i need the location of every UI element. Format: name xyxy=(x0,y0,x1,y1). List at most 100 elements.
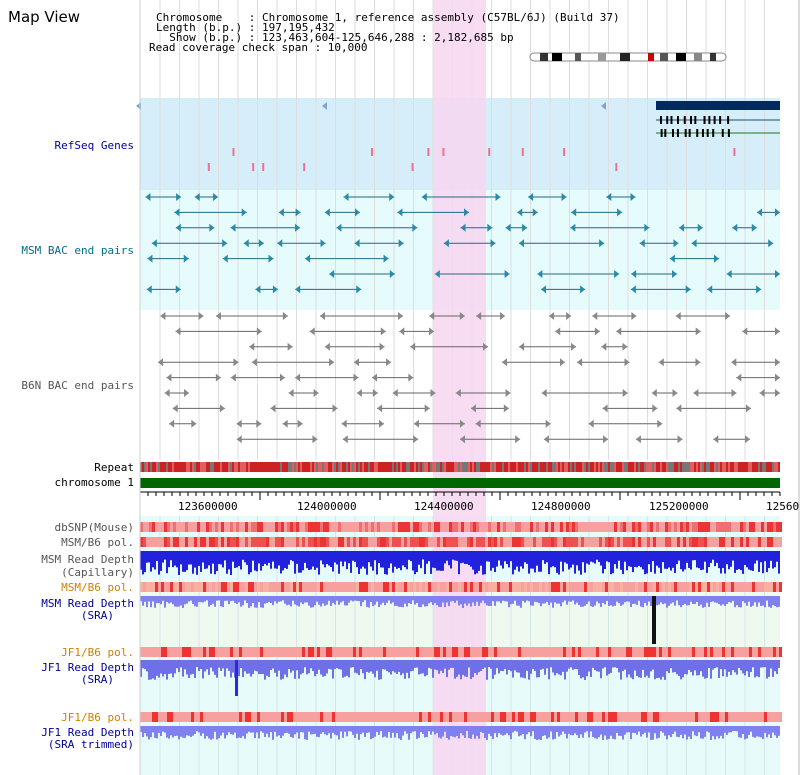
read-depth-bar xyxy=(676,551,678,565)
repeat-segment xyxy=(640,462,642,472)
repeat-segment xyxy=(250,462,252,472)
repeat-segment xyxy=(288,462,290,472)
polymorphism-cell xyxy=(530,522,533,532)
polymorphism-cell xyxy=(290,647,293,657)
read-depth-bar xyxy=(582,596,584,607)
polymorphism-cell xyxy=(722,522,725,532)
track-label-chromosome[interactable]: chromosome 1 xyxy=(54,476,134,489)
track-label-msm-bac[interactable]: MSM BAC end pairs xyxy=(21,244,134,257)
polymorphism-cell xyxy=(260,522,263,532)
read-depth-bar xyxy=(548,660,550,680)
polymorphism-cell xyxy=(167,537,170,547)
bac-end xyxy=(272,285,278,294)
read-depth-bar xyxy=(740,596,742,608)
read-depth-bar xyxy=(546,726,548,739)
repeat-segment xyxy=(412,462,414,472)
read-depth-bar xyxy=(232,596,234,601)
read-depth-bar xyxy=(300,551,302,573)
read-depth-bar xyxy=(486,596,488,606)
polymorphism-cell xyxy=(344,522,347,532)
polymorphism-cell xyxy=(431,537,434,547)
polymorphism-cell xyxy=(344,582,347,592)
polymorphism-cell xyxy=(521,522,524,532)
read-depth-bar xyxy=(150,660,152,680)
read-depth-bar xyxy=(724,551,726,574)
repeat-segment xyxy=(560,462,562,472)
polymorphism-cell xyxy=(296,712,299,722)
read-depth-bar xyxy=(302,726,304,733)
track-label-dbsnp[interactable]: dbSNP(Mouse) xyxy=(54,521,134,534)
polymorphism-cell xyxy=(692,522,695,532)
polymorphism-cell xyxy=(245,537,248,547)
polymorphism-cell xyxy=(470,582,473,592)
polymorphism-cell xyxy=(743,582,746,592)
bac-end xyxy=(693,389,699,397)
read-depth-bar xyxy=(726,551,728,565)
repeat-segment xyxy=(522,462,524,472)
repeat-segment xyxy=(570,462,572,472)
track-label-refseq[interactable]: RefSeq Genes xyxy=(54,139,134,152)
polymorphism-cell xyxy=(578,647,581,657)
read-depth-bar xyxy=(720,596,722,606)
polymorphism-cell xyxy=(284,647,287,657)
bac-end xyxy=(677,435,683,444)
read-depth-bar xyxy=(702,596,704,608)
track-label-jf1-b6-pol[interactable]: JF1/B6 pol. xyxy=(61,646,134,659)
read-depth-bar xyxy=(494,596,496,606)
read-depth-bar xyxy=(402,726,404,736)
repeat-segment xyxy=(276,462,278,472)
track-label-repeat[interactable]: Repeat xyxy=(94,461,134,474)
polymorphism-cell xyxy=(533,647,536,657)
read-depth-bar xyxy=(638,726,640,732)
read-depth-bar xyxy=(374,551,376,561)
read-depth-bar xyxy=(686,660,688,675)
polymorphism-cell xyxy=(449,582,452,592)
read-depth-bar xyxy=(200,660,202,670)
track-label-jf1-depth-trimmed[interactable]: JF1 Read Depth xyxy=(41,726,134,739)
read-depth-bar xyxy=(174,596,176,607)
polymorphism-cell xyxy=(737,522,740,532)
read-depth-bar xyxy=(732,726,734,732)
track-label-msm-depth-capillary[interactable]: MSM Read Depth xyxy=(41,553,134,566)
read-depth-bar xyxy=(146,551,148,563)
read-depth-bar xyxy=(670,596,672,604)
polymorphism-cell xyxy=(620,712,623,722)
polymorphism-cell xyxy=(773,537,776,547)
track-label-msm-b6-pol-2[interactable]: MSM/B6 pol. xyxy=(61,581,134,594)
read-depth-bar xyxy=(412,726,414,732)
read-depth-bar xyxy=(372,726,374,738)
polymorphism-cell xyxy=(746,537,749,547)
repeat-segment xyxy=(168,462,170,472)
track-label-msm-b6-pol[interactable]: MSM/B6 pol. xyxy=(61,536,134,549)
polymorphism-cell xyxy=(278,582,281,592)
read-depth-bar xyxy=(494,660,496,675)
polymorphism-cell xyxy=(590,537,593,547)
read-depth-bar xyxy=(362,551,364,567)
read-depth-bar xyxy=(522,596,524,601)
bac-end xyxy=(147,254,153,263)
refseq-mark xyxy=(207,163,210,171)
read-depth-bar xyxy=(694,551,696,561)
polymorphism-cell xyxy=(479,712,482,722)
polymorphism-cell xyxy=(443,537,446,547)
read-depth-bar xyxy=(380,660,382,680)
read-depth-bar xyxy=(246,726,248,734)
track-label-msm-depth-sra[interactable]: MSM Read Depth xyxy=(41,597,134,610)
read-depth-bar xyxy=(568,596,570,602)
track-label-jf1-b6-pol-2[interactable]: JF1/B6 pol. xyxy=(61,711,134,724)
polymorphism-cell xyxy=(209,522,212,532)
read-depth-bar xyxy=(760,551,762,563)
refseq-exon xyxy=(701,129,704,137)
polymorphism-cell xyxy=(497,712,500,722)
bac-end xyxy=(233,358,239,367)
read-depth-bar xyxy=(520,726,522,736)
read-depth-bar xyxy=(622,551,624,575)
track-label-b6n-bac[interactable]: B6N BAC end pairs xyxy=(21,379,134,392)
repeat-segment xyxy=(490,462,492,472)
polymorphism-cell xyxy=(149,647,152,657)
read-depth-bar xyxy=(642,596,644,608)
read-depth-bar xyxy=(762,726,764,740)
polymorphism-cell xyxy=(422,582,425,592)
polymorphism-cell xyxy=(368,522,371,532)
track-label-jf1-depth[interactable]: JF1 Read Depth xyxy=(41,661,134,674)
